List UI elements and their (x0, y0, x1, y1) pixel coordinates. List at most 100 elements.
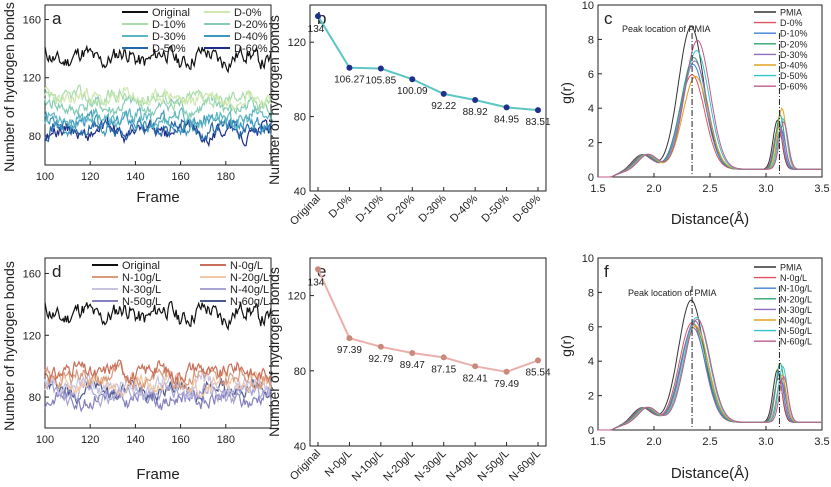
panel-a-xtick-label: 140 (126, 171, 144, 183)
panel-f-rdf-line (598, 316, 822, 431)
panel-e-ylabel: Number of hydrogen bonds (266, 267, 282, 437)
panel-f-ytick-label: 0 (588, 425, 594, 437)
panel-f-ylabel: g(r) (558, 335, 574, 357)
panel-f-legend-label: N-10g/L (780, 284, 812, 294)
panel-b-ylabel: Number of hydrogen bonds (266, 15, 282, 185)
panel-c-legend-label: PMIA (780, 8, 802, 18)
panel-e-ytick-label: 80 (294, 366, 306, 378)
panel-b-series-line (317, 15, 539, 112)
panel-b-plot: 4080120134Original106.27D-0%105.85D-10%1… (288, 13, 551, 228)
panel-f-xtick-label: 3.5 (814, 436, 829, 448)
panel-a-frame (44, 4, 272, 166)
panel-d-series-line (44, 360, 272, 392)
panel-f-legend-label: N-20g/L (780, 294, 812, 304)
panel-c-rdf-line (598, 60, 822, 178)
panel-f-ytick-label: 10 (582, 253, 594, 265)
panel-f-xtick-label: 2.0 (646, 436, 661, 448)
panel-a-series-line (44, 118, 272, 143)
panel-a-legend-label: D-10% (152, 19, 186, 31)
panel-f-ytick-label: 2 (588, 391, 594, 403)
panel-b-data-label: 105.85 (366, 76, 397, 87)
panel-e-data-point (315, 266, 321, 273)
panel-c-ytick-label: 2 (588, 138, 594, 150)
panel-d-legend-label: N-40g/L (230, 284, 269, 296)
panel-a-series-line (44, 84, 272, 113)
panel-a-xlabel: Frame (136, 189, 179, 206)
panel-d-frame (44, 257, 272, 429)
panel-c-ytick-label: 6 (588, 69, 594, 81)
panel-e-data-point (440, 354, 447, 361)
panel-b-xtick-label: D-30% (417, 192, 449, 224)
panel-d-xtick-label: 120 (81, 434, 99, 446)
panel-e-data-label: 92.79 (368, 354, 393, 365)
panel-c-rdf-line (598, 74, 822, 178)
panel-a-legend-label: D-50% (152, 43, 186, 55)
panel-c-xlabel: Distance(Å) (671, 211, 749, 228)
panel-f-xtick-label: 2.5 (702, 436, 717, 448)
panel-c-legend-label: D-20% (780, 39, 808, 49)
panel-d-series-line (44, 359, 272, 386)
panel-d-series-line (44, 385, 272, 413)
panel-d-series-line (44, 370, 272, 400)
panel-f-xlabel: Distance(Å) (671, 465, 749, 482)
panel-d-series-line (44, 300, 272, 331)
panel-d-ylabel: Number of hydrogen bonds (1, 261, 17, 431)
panel-b-data-point (472, 97, 479, 104)
panel-e-data-label: 79.49 (494, 379, 519, 390)
panel-c-annotation: Peak location of PMIA (622, 24, 711, 34)
panel-d-legend-label: N-0g/L (230, 260, 263, 272)
panel-b-xtick-label: D-50% (479, 192, 511, 224)
panel-c-rdf-line (598, 63, 822, 178)
panel-c-ylabel: g(r) (558, 82, 574, 104)
panel-e-data-point (346, 335, 353, 342)
panel-e-data-label: 82.41 (463, 373, 488, 384)
panel-b: b 4080120134Original106.27D-0%105.85D-10… (266, 4, 551, 228)
panel-b-data-point (315, 13, 321, 20)
panel-b-data-point (535, 107, 541, 114)
panel-e-data-label: 97.39 (337, 345, 362, 356)
panel-f-rdf-line (598, 318, 822, 431)
panel-b-xtick-label: D-10% (354, 192, 386, 224)
panel-e-ytick-label: 120 (288, 291, 306, 303)
panel-b-frame (309, 4, 547, 192)
panel-a-xtick-label: 180 (217, 171, 235, 183)
panel-a-plot: 100 120 140 160 180 80 120 160 Original D-0% D-10%… (23, 7, 272, 183)
panel-a-series-line (44, 85, 272, 111)
panel-c-xtick-label: 3.0 (758, 183, 773, 195)
panel-c-legend-label: D-30% (780, 50, 808, 60)
panel-c-legend-label: D-0% (780, 18, 803, 28)
panel-d-xtick-label: 180 (217, 434, 235, 446)
panel-c-rdf-line (598, 39, 822, 178)
panel-f-plot: 1.5 2.0 2.5 3.0 3.50246810PMIAN-0g/LN-10g/LN… (582, 253, 830, 448)
panel-d-xlabel: Frame (136, 466, 179, 483)
panel-b-ytick-label: 80 (294, 112, 306, 124)
panel-e-series-line (317, 268, 539, 373)
panel-c-xtick-label: 3.5 (814, 183, 829, 195)
panel-f-legend-label: N-50g/L (780, 326, 812, 336)
panel-b-xtick-label: D-20% (385, 192, 417, 224)
panel-f-legend-label: N-60g/L (780, 337, 812, 347)
panel-f-annotation: Peak location of PMIA (628, 288, 717, 298)
panel-b-ytick-label: 40 (294, 186, 306, 198)
panel-a-xtick-label: 100 (36, 171, 54, 183)
panel-d-legend-label: N-20g/L (230, 272, 269, 284)
panel-e-data-label: 85.54 (525, 367, 550, 378)
panel-e: e 4080120134Original97.39N-0g/L92.79N-10… (266, 257, 551, 484)
panel-e-xtick-label: N-10g/L (350, 448, 386, 484)
panel-a-legend-label: D-0% (234, 7, 262, 19)
panel-a-legend-label: Original (152, 7, 190, 19)
panel-e-frame (309, 257, 547, 447)
panel-f-legend-label: N-0g/L (780, 273, 807, 283)
panel-b-data-label: 84.95 (494, 114, 519, 125)
panel-b-data-point (377, 65, 384, 72)
panel-c-xtick-label: 2.5 (702, 183, 717, 195)
panel-f-legend-label: N-30g/L (780, 305, 812, 315)
panel-e-data-point (377, 343, 384, 350)
panel-a-legend-label: D-40% (234, 31, 268, 43)
panel-e-data-point (535, 357, 541, 364)
panel-b-data-point (346, 64, 353, 71)
panel-b-data-point (440, 90, 447, 97)
panel-d-legend-label: Original (122, 260, 160, 272)
panel-e-xtick-label: N-60g/L (507, 448, 543, 484)
